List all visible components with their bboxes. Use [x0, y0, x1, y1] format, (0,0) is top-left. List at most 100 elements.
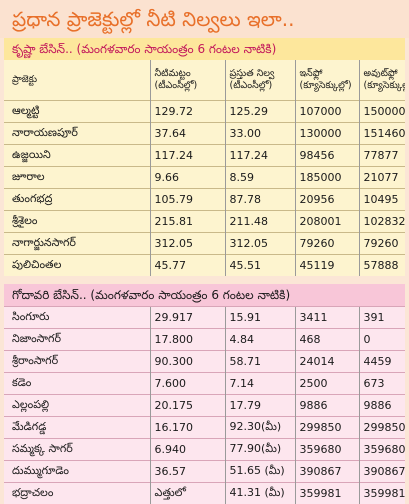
table-row: నిజాంసాగర్ 17.800 4.84 468 0	[4, 328, 405, 351]
cell: ఎత్తులో	[149, 482, 225, 504]
project-name: కడెం	[4, 372, 150, 395]
project-name: మేడిగడ్డ	[4, 416, 150, 439]
cell: 9886	[358, 394, 405, 417]
table-row: ఉజ్జయిని 117.24 117.24 98456 77877	[4, 144, 405, 167]
cell: 51.65 (మీ)	[224, 460, 295, 483]
cell: 92.30(మీ)	[224, 416, 295, 439]
cell: 79260	[294, 232, 359, 255]
sections: కృష్ణా బేసిన్.. (మంగళవారం సాయంత్రం 6 గంట…	[0, 38, 409, 504]
project-name: ఉజ్జయిని	[4, 144, 150, 167]
project-name: సింగూరు	[4, 306, 150, 329]
cell: 107000	[294, 100, 359, 123]
cell: 17.79	[224, 394, 295, 417]
cell: 20.175	[149, 394, 225, 417]
cell: 4459	[358, 350, 405, 373]
cell: 33.00	[224, 122, 295, 145]
table-row: శ్రీశైలం 215.81 211.48 208001 102832	[4, 210, 405, 233]
table-row: ఎల్లంపల్లి 20.175 17.79 9886 9886	[4, 394, 405, 417]
cell: 7.14	[224, 372, 295, 395]
column-header: ప్రస్తుత నిల్వ (టీఎంసీల్లో)	[224, 60, 295, 101]
cell: 45119	[294, 254, 359, 276]
cell: 215.81	[149, 210, 225, 233]
cell: 41.31 (మీ)	[224, 482, 295, 504]
cell: 208001	[294, 210, 359, 233]
table-row: మేడిగడ్డ 16.170 92.30(మీ) 299850 299850	[4, 416, 405, 439]
cell: 8.59	[224, 166, 295, 189]
table-row: తుంగభద్ర 105.79 87.78 20956 10495	[4, 188, 405, 211]
cell: 20956	[294, 188, 359, 211]
cell: 98456	[294, 144, 359, 167]
project-name: పులిచింతల	[4, 254, 150, 276]
cell: 312.05	[224, 232, 295, 255]
table-row: సమ్మక్క సాగర్ 6.940 77.90(మీ) 359680 359680	[4, 438, 405, 461]
cell: 24014	[294, 350, 359, 373]
table-row: భద్రాచలం ఎత్తులో 41.31 (మీ) 359981 359981	[4, 482, 405, 504]
project-name: నాగార్జునసాగర్	[4, 232, 150, 255]
cell: 673	[358, 372, 405, 395]
column-header: ఇన్‌ఫ్లో (క్యూసెక్కుల్లో)	[294, 60, 359, 101]
cell: 391	[358, 306, 405, 329]
project-name: జూరాల	[4, 166, 150, 189]
cell: 58.71	[224, 350, 295, 373]
cell: 77877	[358, 144, 405, 167]
project-name: నిజాంసాగర్	[4, 328, 150, 351]
cell: 77.90(మీ)	[224, 438, 295, 461]
project-name: తుంగభద్ర	[4, 188, 150, 211]
cell: 6.940	[149, 438, 225, 461]
cell: 79260	[358, 232, 405, 255]
cell: 468	[294, 328, 359, 351]
cell: 36.57	[149, 460, 225, 483]
table: సింగూరు 29.917 15.91 3411 391 నిజాంసాగర్ 17.80…	[4, 306, 405, 504]
cell: 45.77	[149, 254, 225, 276]
table-row: నారాయణపూర్ 37.64 33.00 130000 151460	[4, 122, 405, 145]
cell: 90.300	[149, 350, 225, 373]
project-name: ఆల్మట్టి	[4, 100, 150, 123]
cell: 359981	[358, 482, 405, 504]
cell: 3411	[294, 306, 359, 329]
table-row: శ్రీరాంసాగర్ 90.300 58.71 24014 4459	[4, 350, 405, 373]
project-name: శ్రీరాంసాగర్	[4, 350, 150, 373]
table-row: దుమ్ముగూడెం 36.57 51.65 (మీ) 390867 390867	[4, 460, 405, 483]
project-name: నారాయణపూర్	[4, 122, 150, 145]
cell: 45.51	[224, 254, 295, 276]
cell: 150000	[358, 100, 405, 123]
cell: 7.600	[149, 372, 225, 395]
table-row: నాగార్జునసాగర్ 312.05 312.05 79260 79260	[4, 232, 405, 255]
cell: 390867	[358, 460, 405, 483]
cell: 299850	[294, 416, 359, 439]
project-name: భద్రాచలం	[4, 482, 150, 504]
cell: 37.64	[149, 122, 225, 145]
title: ప్రధాన ప్రాజెక్టుల్లో నీటి నిల్వలు ఇలా..	[0, 0, 409, 38]
table-row: ఆల్మట్టి 129.72 125.29 107000 150000	[4, 100, 405, 123]
project-name: ఎల్లంపల్లి	[4, 394, 150, 417]
table: ప్రాజెక్టు నీటిమట్టం (టీఎంసీల్లో) ప్రస్తుత…	[4, 60, 405, 276]
cell: 117.24	[149, 144, 225, 167]
section-heading: కృష్ణా బేసిన్.. (మంగళవారం సాయంత్రం 6 గంట…	[4, 38, 405, 60]
cell: 9.66	[149, 166, 225, 189]
table-row: పులిచింతల 45.77 45.51 45119 57888	[4, 254, 405, 276]
cell: 359680	[294, 438, 359, 461]
cell: 102832	[358, 210, 405, 233]
column-header: ప్రాజెక్టు	[12, 74, 37, 85]
project-name: శ్రీశైలం	[4, 210, 150, 233]
cell: 117.24	[224, 144, 295, 167]
cell: 312.05	[149, 232, 225, 255]
cell: 29.917	[149, 306, 225, 329]
project-name: సమ్మక్క సాగర్	[4, 438, 150, 461]
table-row: సింగూరు 29.917 15.91 3411 391	[4, 306, 405, 329]
cell: 57888	[358, 254, 405, 276]
cell: 10495	[358, 188, 405, 211]
cell: 359981	[294, 482, 359, 504]
cell: 125.29	[224, 100, 295, 123]
cell: 185000	[294, 166, 359, 189]
cell: 17.800	[149, 328, 225, 351]
table-row: కడెం 7.600 7.14 2500 673	[4, 372, 405, 395]
cell: 151460	[358, 122, 405, 145]
section: కృష్ణా బేసిన్.. (మంగళవారం సాయంత్రం 6 గంట…	[4, 38, 405, 276]
cell: 0	[358, 328, 405, 351]
column-header-row: ప్రాజెక్టు నీటిమట్టం (టీఎంసీల్లో) ప్రస్తుత…	[4, 60, 405, 101]
section-heading: గోదావరి బేసిన్.. (మంగళవారం సాయంత్రం 6 గం…	[4, 284, 405, 306]
cell: 87.78	[224, 188, 295, 211]
cell: 9886	[294, 394, 359, 417]
